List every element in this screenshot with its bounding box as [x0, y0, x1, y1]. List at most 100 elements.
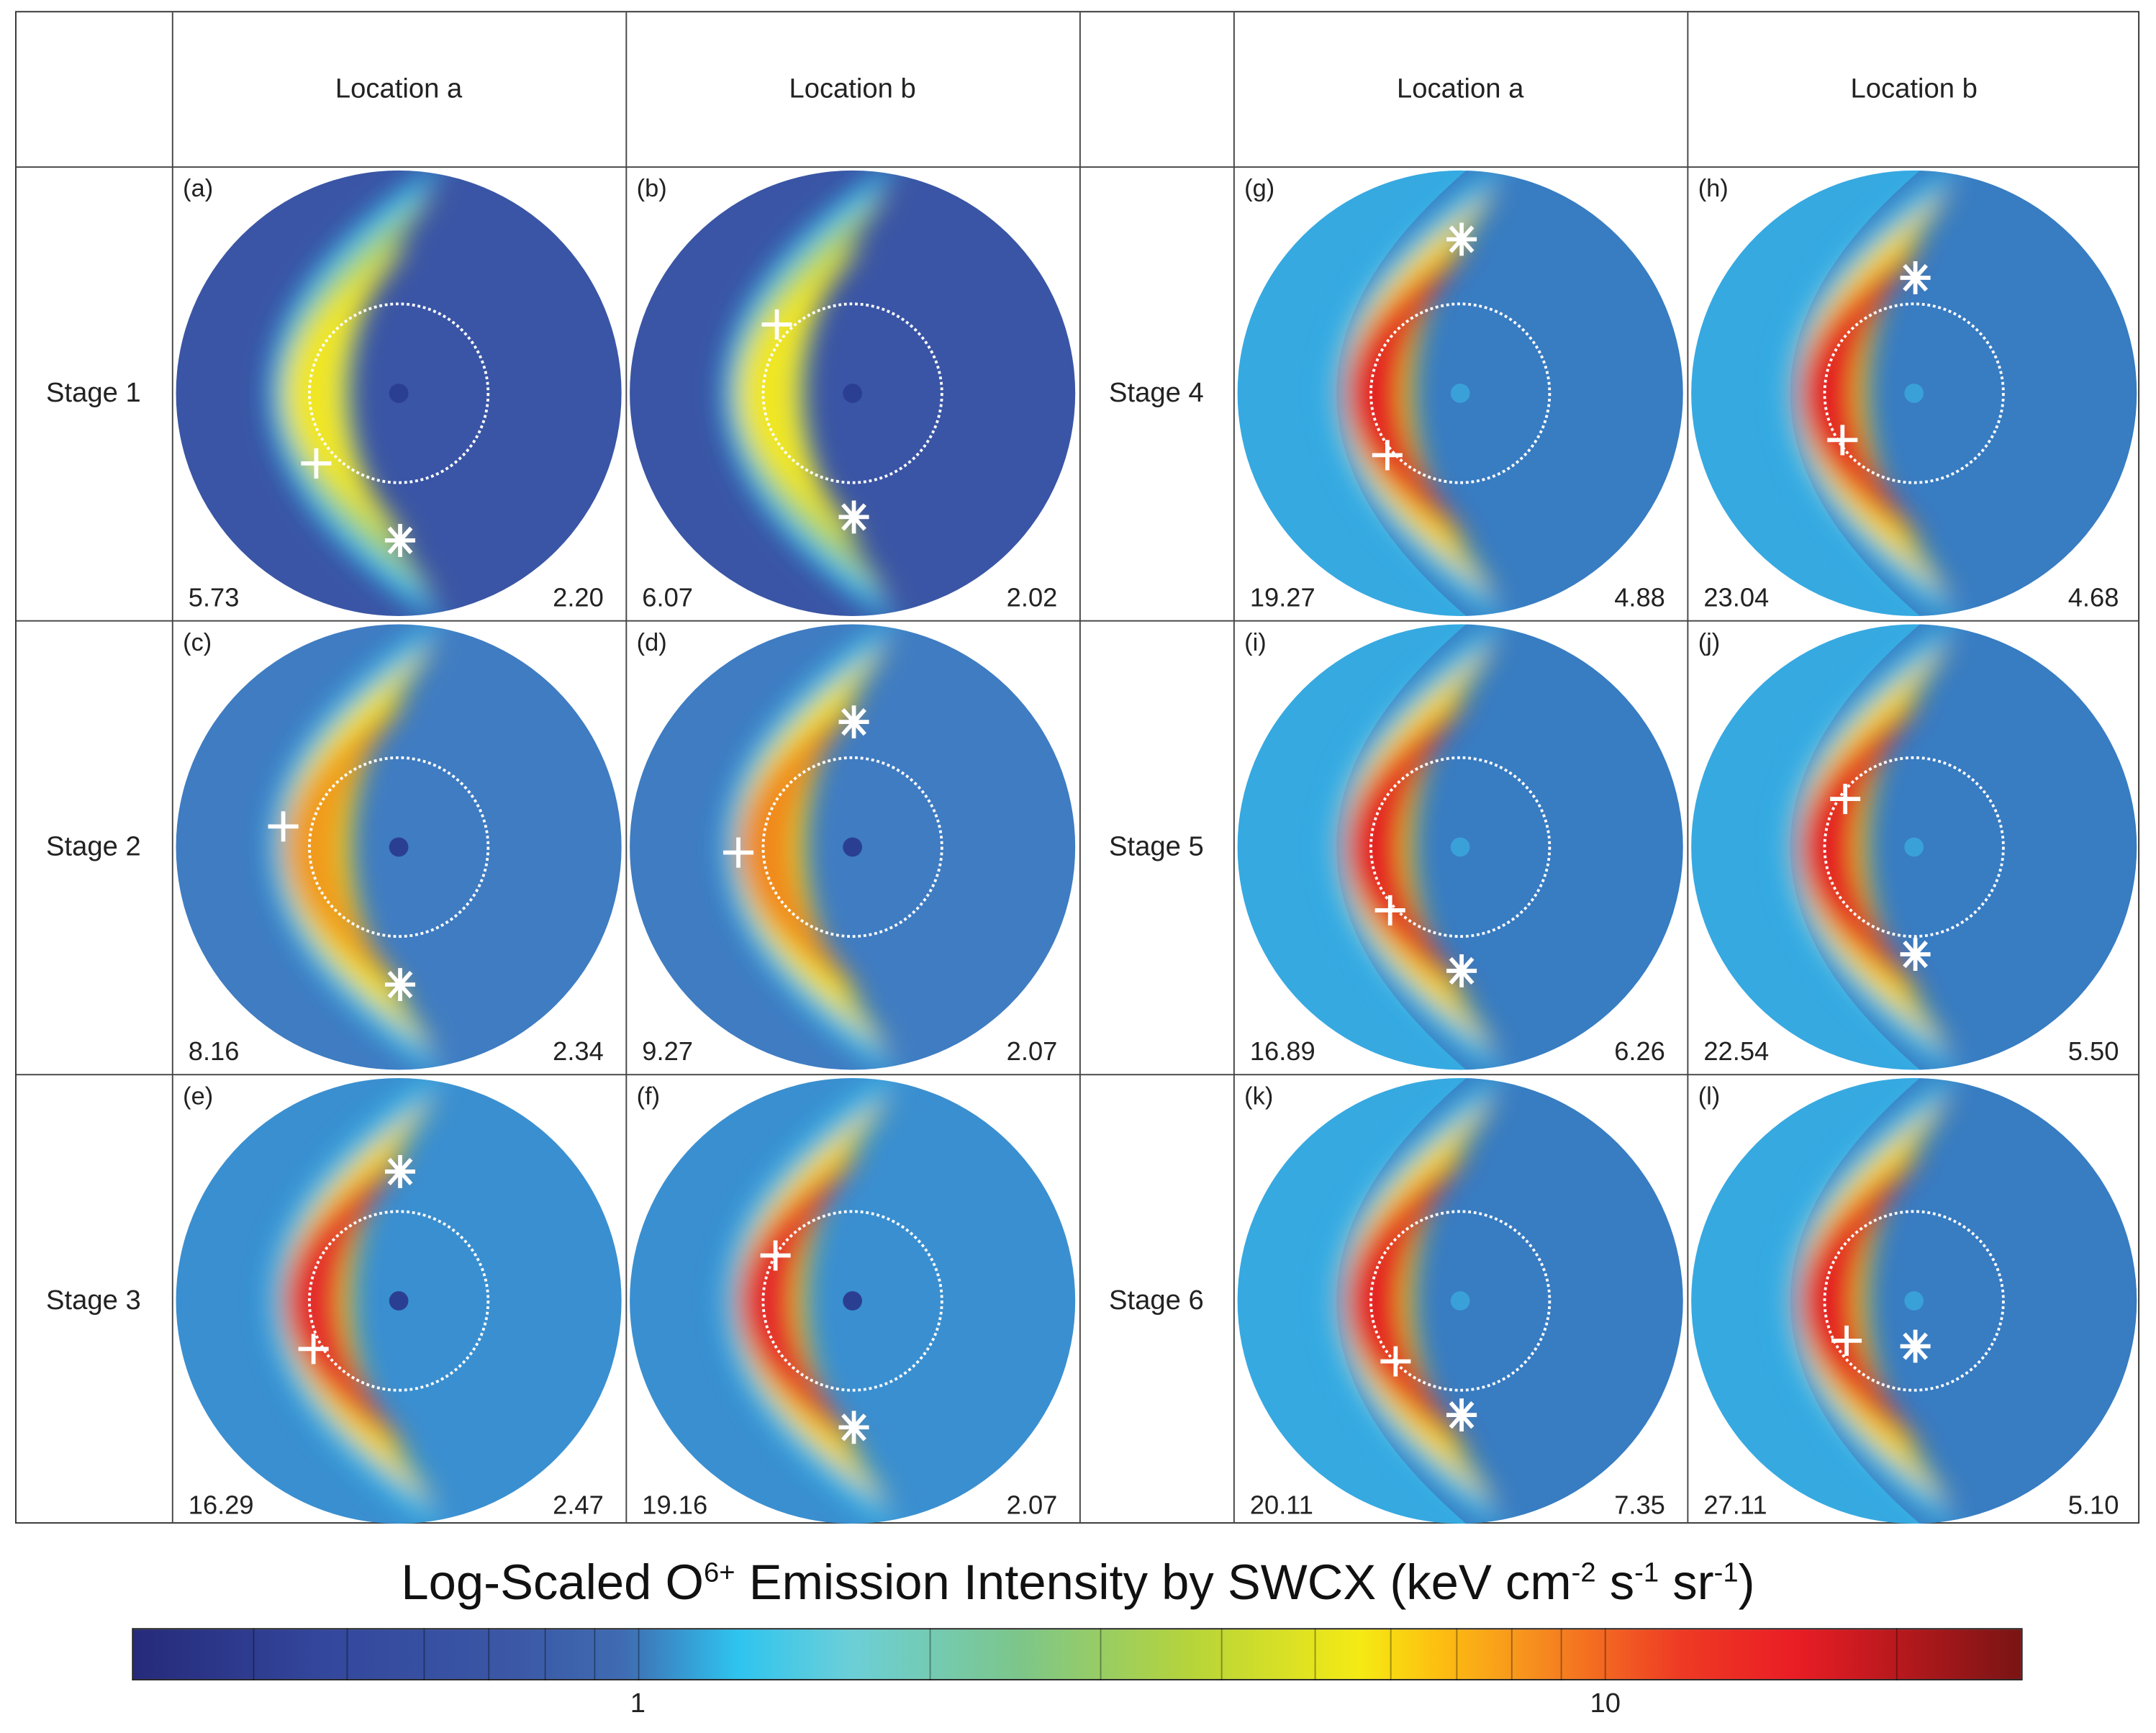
column-header: Location a — [335, 73, 463, 104]
max-plus-marker — [1831, 1325, 1862, 1356]
sheath-band — [1783, 1077, 1970, 1524]
emission-band — [1797, 186, 1956, 600]
sheath-band — [722, 624, 908, 1070]
max-plus-marker — [298, 1334, 329, 1365]
fov-circle — [761, 302, 943, 484]
emission-map — [630, 170, 1076, 616]
min-value: 2.02 — [1006, 584, 1058, 614]
colorbar-tick — [1220, 1628, 1222, 1680]
emission-band — [1797, 1094, 1956, 1508]
divider — [16, 166, 2139, 168]
panel-label: (d) — [636, 628, 667, 656]
colorbar-tick — [423, 1628, 425, 1680]
earth-dot — [843, 1291, 863, 1311]
emission-band — [735, 1094, 894, 1508]
colorbar-tick — [1314, 1628, 1315, 1680]
emission-map — [176, 170, 622, 616]
max-value: 16.89 — [1249, 1038, 1315, 1067]
min-value: 2.47 — [553, 1492, 604, 1521]
panel-label: (g) — [1244, 174, 1275, 202]
colorbar-tick — [929, 1628, 930, 1680]
fov-circle — [1369, 1210, 1552, 1392]
max-value: 19.16 — [642, 1492, 708, 1521]
earth-dot — [389, 384, 409, 403]
max-value: 8.16 — [188, 1038, 240, 1067]
panel-label: (c) — [183, 628, 212, 656]
panel-label: (j) — [1698, 628, 1721, 656]
panel-label: (h) — [1698, 174, 1729, 202]
colorbar-tick — [544, 1628, 545, 1680]
emission-map — [1691, 1077, 2137, 1524]
min-asterisk-marker — [384, 968, 416, 1001]
min-asterisk-marker — [1446, 954, 1477, 987]
min-value: 2.07 — [1006, 1492, 1058, 1521]
column-header: Location b — [1850, 73, 1978, 104]
panel-h: (h) 23.04 4.68 — [1687, 166, 2141, 620]
emission-band — [1343, 1094, 1502, 1508]
emission-map — [176, 624, 622, 1070]
earth-dot — [1904, 1291, 1924, 1311]
colorbar-tick — [1896, 1628, 1898, 1680]
panel-label: (b) — [636, 174, 667, 202]
divider — [1079, 12, 1081, 1523]
emission-band — [735, 641, 894, 1054]
min-asterisk-marker — [1446, 222, 1477, 256]
max-value: 27.11 — [1703, 1492, 1767, 1521]
max-value: 20.11 — [1249, 1492, 1313, 1521]
earth-dot — [1450, 1291, 1470, 1311]
min-asterisk-marker — [838, 500, 869, 534]
title-sup: 6+ — [704, 1557, 735, 1588]
panel-i: (i) 16.89 6.26 — [1233, 620, 1688, 1074]
min-value: 6.26 — [1614, 1038, 1665, 1067]
title-text: Emission Intensity by SWCX (keV cm — [735, 1554, 1572, 1611]
title-sup: -1 — [1634, 1557, 1659, 1588]
emission-band — [281, 1094, 440, 1508]
emission-map — [1237, 624, 1683, 1070]
sheath-band — [1329, 170, 1516, 616]
min-asterisk-marker — [838, 1411, 869, 1444]
colorbar-tick-label: 1 — [630, 1688, 646, 1719]
max-plus-marker — [268, 811, 299, 842]
emission-peak — [1801, 1149, 1928, 1452]
max-plus-marker — [1380, 1346, 1411, 1377]
max-value: 16.29 — [188, 1492, 254, 1521]
emission-map — [1691, 624, 2137, 1070]
colorbar-tick-label: 10 — [1590, 1688, 1621, 1719]
fov-circle — [307, 1210, 490, 1392]
panel-j: (j) 22.54 5.50 — [1687, 620, 2141, 1074]
fov-circle — [761, 1210, 943, 1392]
max-plus-marker — [761, 309, 792, 340]
title-text: sr — [1659, 1554, 1714, 1611]
max-plus-marker — [1827, 425, 1858, 456]
sheath-band — [268, 624, 454, 1070]
divider — [16, 1074, 2139, 1076]
min-value: 2.34 — [553, 1038, 604, 1067]
earth-dot — [1904, 384, 1924, 403]
max-value: 23.04 — [1703, 584, 1770, 614]
emission-band — [1343, 641, 1502, 1054]
title-text: ) — [1738, 1554, 1755, 1611]
min-value: 5.50 — [2067, 1038, 2119, 1067]
divider — [16, 620, 2139, 622]
panel-e: (e) 16.29 2.47 — [172, 1074, 626, 1528]
emission-map — [1691, 170, 2137, 616]
panel-g: (g) 19.27 4.88 — [1233, 166, 1688, 620]
row-header: Stage 4 — [1109, 377, 1204, 408]
max-plus-marker — [723, 837, 754, 868]
emission-band — [1797, 641, 1956, 1054]
emission-band — [1343, 186, 1502, 600]
colorbar-tick — [1605, 1628, 1607, 1680]
max-value: 22.54 — [1703, 1038, 1770, 1067]
max-value: 5.73 — [188, 584, 240, 614]
panel-label: (i) — [1244, 628, 1267, 656]
min-value: 4.68 — [2067, 584, 2119, 614]
emission-band — [281, 641, 440, 1054]
sheath-band — [268, 1077, 454, 1524]
max-plus-marker — [301, 448, 332, 479]
sheath-band — [1783, 624, 1970, 1070]
min-asterisk-marker — [384, 1154, 416, 1188]
column-header: Location a — [1396, 73, 1524, 104]
max-value: 19.27 — [1249, 584, 1315, 614]
min-value: 2.20 — [553, 584, 604, 614]
